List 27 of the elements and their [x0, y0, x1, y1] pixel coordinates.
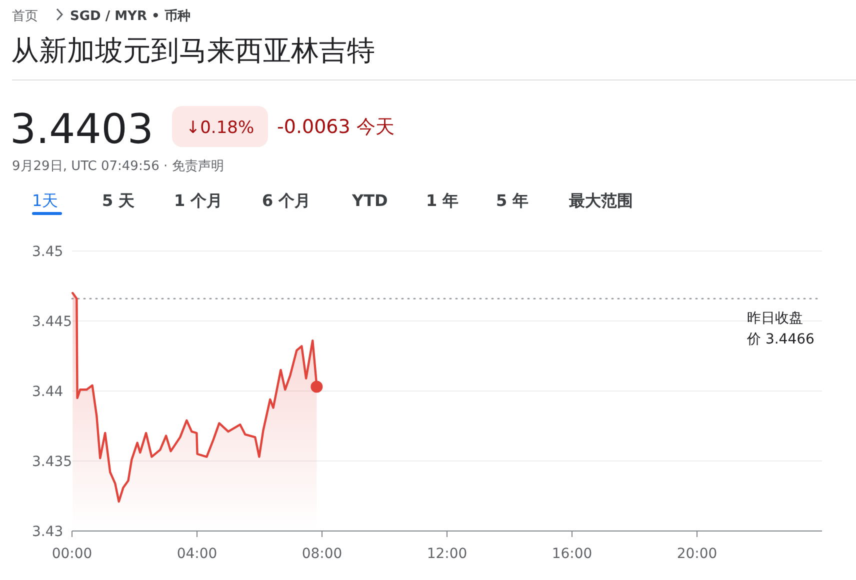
y-tick-label: 3.445 [32, 314, 72, 330]
y-tick-label: 3.43 [32, 524, 64, 540]
text: 3.4403 [10, 105, 154, 153]
y-tick-label: 3.44 [32, 384, 64, 400]
ref-line-label: 昨日收盘价 3.4466 [746, 310, 815, 348]
text: 5 天 [102, 191, 136, 210]
text: 9月29日, UTC 07:49:56 · 免责声明 [12, 159, 224, 174]
x-tick-label: 12:00 [426, 546, 468, 562]
text: 6 个月 [262, 191, 311, 210]
text: 5 年 [496, 191, 529, 210]
text: 1 年 [426, 191, 459, 210]
text: ↓0.18% [186, 118, 254, 138]
text: -0.0063 今天 [277, 116, 394, 138]
chart-title: 从新加坡元到马来西亚林吉特 [11, 34, 375, 67]
text: 最大范围 [568, 191, 633, 210]
y-tick-label: 3.435 [32, 454, 72, 470]
x-tick-label: 04:00 [176, 546, 218, 562]
text: 1天 [32, 191, 58, 210]
y-tick-label: 3.45 [32, 244, 64, 260]
x-tick-label: 00:00 [52, 546, 92, 562]
text: SGD / MYR • 币种 [70, 8, 190, 24]
x-tick-label: 16:00 [552, 546, 592, 562]
text: 1 个月 [174, 191, 223, 210]
x-tick-label: 20:00 [676, 546, 718, 562]
text: YTD [351, 191, 388, 210]
text: 首页 [12, 9, 38, 24]
x-tick-label: 08:00 [302, 546, 342, 562]
